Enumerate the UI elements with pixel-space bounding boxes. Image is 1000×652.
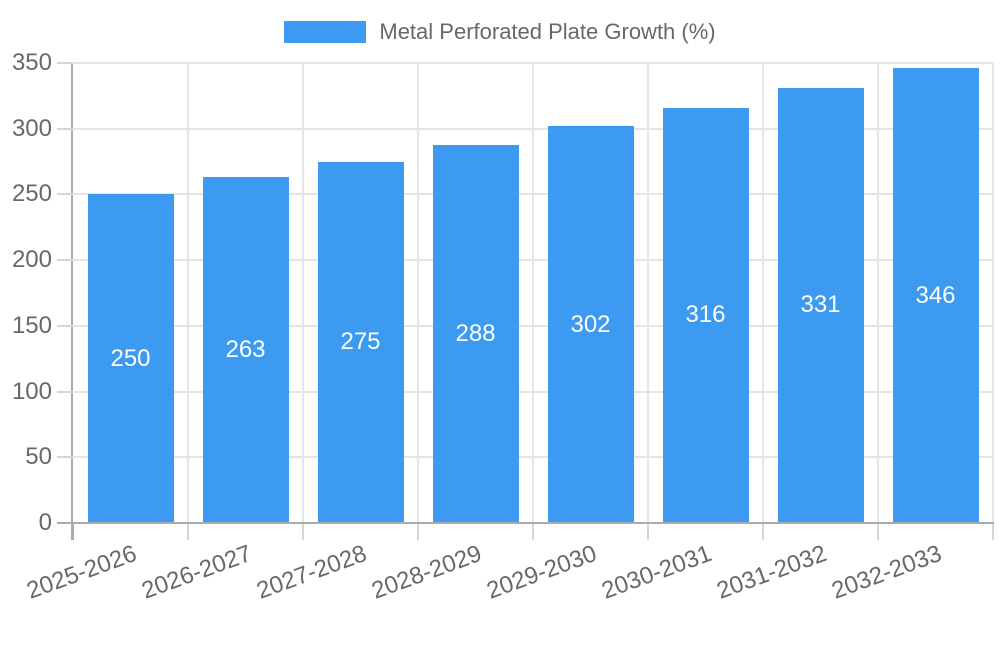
y-axis-tick-label: 300: [11, 114, 52, 142]
bar-value-label: 346: [915, 281, 956, 309]
bar-value-label: 331: [800, 291, 841, 319]
x-axis-tick: [992, 524, 994, 540]
y-axis-tick: [57, 324, 73, 327]
y-axis-tick: [57, 193, 73, 196]
bar: 288: [432, 144, 519, 523]
y-axis-tick-label: 350: [11, 49, 52, 76]
legend-swatch-icon: [284, 21, 367, 43]
y-axis-tick: [57, 259, 73, 262]
x-axis-line: [73, 522, 994, 524]
gridline-vertical: [532, 63, 534, 523]
y-axis-tick: [57, 522, 73, 524]
y-axis-tick-label: 150: [11, 311, 52, 339]
x-axis-tick: [72, 524, 74, 540]
y-axis-tick: [57, 456, 73, 459]
gridline-vertical: [647, 63, 649, 523]
bar: 275: [317, 161, 404, 523]
bar: 331: [777, 87, 864, 523]
y-axis-tick: [57, 127, 73, 130]
x-axis-tick: [877, 524, 879, 540]
bar-value-label: 302: [570, 310, 611, 338]
y-axis-tick-label: 250: [11, 180, 52, 208]
y-axis-line: [71, 63, 73, 540]
bar: 346: [892, 68, 979, 523]
bar-value-label: 250: [110, 344, 151, 372]
bar: 250: [87, 194, 174, 523]
legend-label: Metal Perforated Plate Growth (%): [379, 19, 716, 44]
bar-value-label: 288: [455, 319, 496, 347]
bar-value-label: 275: [340, 328, 381, 356]
gridline-vertical: [417, 63, 419, 523]
y-axis-tick-label: 0: [38, 509, 52, 536]
y-axis-tick-label: 200: [11, 246, 52, 274]
bar-chart: Metal Perforated Plate Growth (%) 250 263…: [0, 19, 1000, 605]
bar: 302: [547, 126, 634, 523]
x-axis-tick: [647, 524, 649, 540]
gridline-vertical: [992, 63, 994, 523]
gridline-vertical: [877, 63, 879, 523]
gridline-vertical: [302, 63, 304, 523]
x-axis-tick: [417, 524, 419, 540]
x-axis-tick: [532, 524, 534, 540]
gridline-vertical: [762, 63, 764, 523]
bar-value-label: 316: [685, 301, 726, 329]
y-axis-tick: [57, 62, 73, 64]
bar: 263: [202, 177, 289, 523]
plot-area: 250 263 275 288 302 316 331 346: [73, 62, 994, 523]
bar: 316: [662, 107, 749, 523]
y-axis-tick-label: 50: [25, 443, 52, 471]
x-axis-tick: [762, 524, 764, 540]
y-axis-tick-label: 100: [11, 377, 52, 405]
gridline-vertical: [187, 63, 189, 523]
x-axis-tick: [302, 524, 304, 540]
bar-value-label: 263: [225, 336, 266, 364]
chart-legend[interactable]: Metal Perforated Plate Growth (%): [0, 19, 1000, 45]
x-axis-tick: [187, 524, 189, 540]
y-axis-tick: [57, 390, 73, 393]
